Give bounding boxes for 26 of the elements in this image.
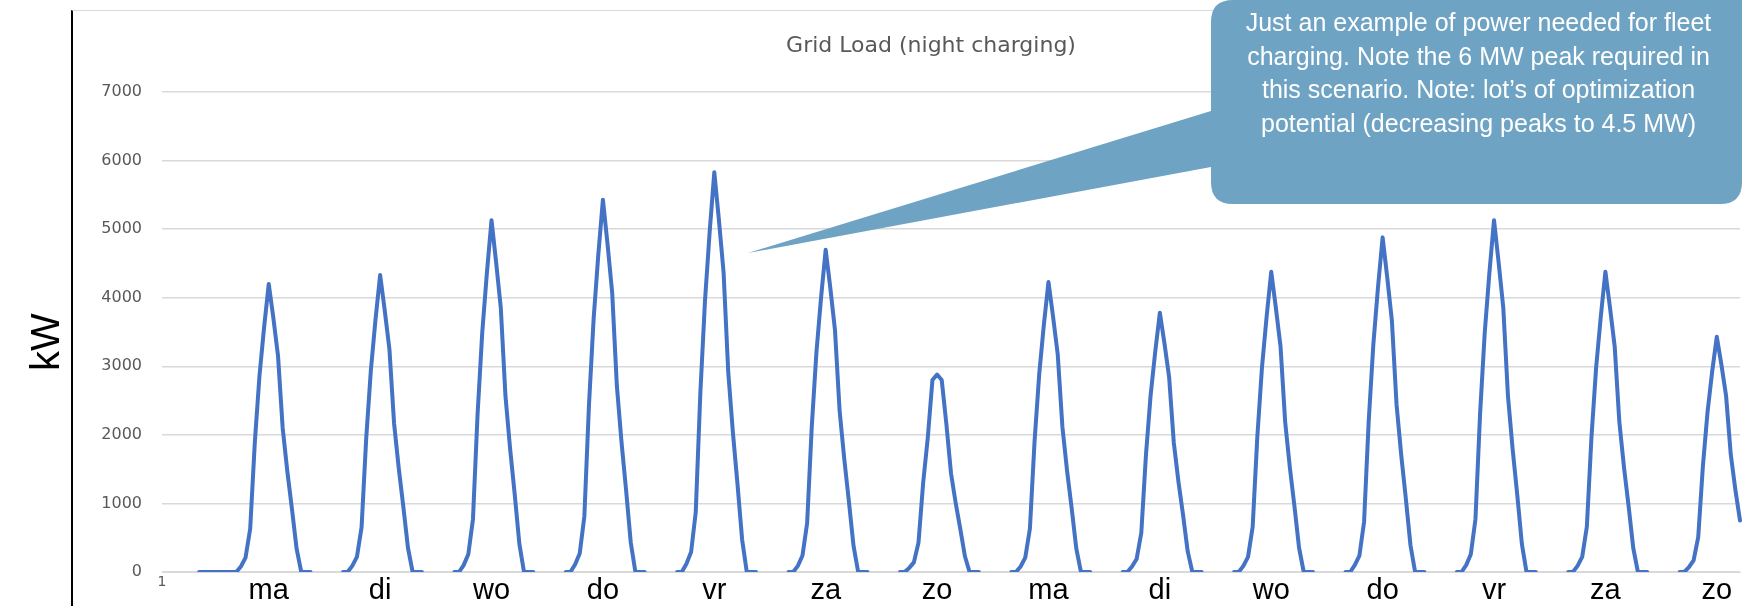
x-tick-label: di [1148, 573, 1172, 606]
x-tick-label: vr [702, 573, 727, 606]
x-tick-label: zo [921, 573, 953, 606]
x-tick-label: za [1590, 573, 1622, 606]
annotation: Just an example of power needed for fleet charging. Note the 6 MW peak required in this scenario. Note: lot’s of optimization potential (decreasing peaks to 4.5 MW) [1244, 7, 1713, 139]
y-tick-label: 5000 [101, 218, 142, 238]
y-axis-title: kW [23, 312, 68, 371]
y-tick-label: 4000 [101, 286, 142, 306]
x-tick-label: do [1366, 573, 1399, 606]
y-tick-label: 3000 [101, 355, 142, 375]
x-tick-label: zo [1701, 573, 1733, 606]
x-tick-label: 1 [157, 573, 167, 590]
x-tick-label: vr [1481, 573, 1507, 606]
chart-title: Grid Load (night charging) [786, 31, 1076, 57]
y-tick-label: 2000 [101, 424, 142, 444]
x-tick-label: di [368, 573, 392, 606]
x-tick-label: do [586, 573, 620, 606]
y-tick-label: 7000 [101, 81, 142, 101]
x-tick-label: ma [248, 573, 290, 606]
x-tick-label: wo [471, 573, 511, 606]
y-tick-label: 0 [131, 561, 142, 581]
y-tick-label: 1000 [101, 492, 142, 512]
x-tick-label: ma [1028, 573, 1070, 606]
x-tick-label: wo [1251, 573, 1290, 606]
x-tick-label: za [810, 573, 842, 606]
y-tick-label: 6000 [101, 149, 142, 169]
